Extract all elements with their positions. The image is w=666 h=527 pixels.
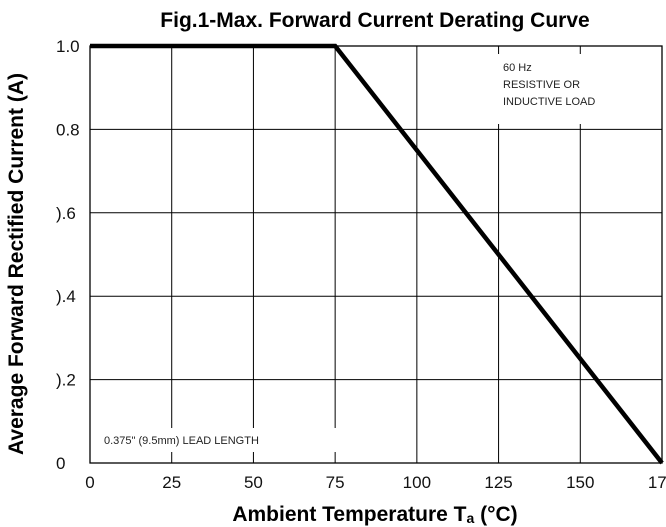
load-note-line-1: 60 Hz [503, 62, 532, 74]
y-tick-label: 0.8 [56, 120, 80, 139]
x-tick-label: 25 [162, 473, 181, 492]
load-note-background [494, 54, 636, 124]
x-tick-label: 75 [326, 473, 345, 492]
x-tick-labels: 0 25 50 75 100 125 150 175 [85, 473, 666, 492]
x-tick-label: 175 [648, 473, 666, 492]
y-tick-label: 0 [56, 454, 65, 473]
derating-curve [90, 43, 664, 465]
y-tick-labels: 0 ).2 ).4 ).6 0.8 1.0 [56, 37, 80, 473]
y-tick-label: 1.0 [56, 37, 80, 56]
chart-title: Fig.1-Max. Forward Current Derating Curv… [160, 9, 589, 32]
y-tick-label: ).4 [56, 287, 76, 306]
y-axis-title: Average Forward Rectified Current (A) [5, 73, 28, 455]
x-axis-title: Ambient Temperature Ta (°C) [232, 503, 517, 526]
x-tick-label: 150 [566, 473, 594, 492]
load-note-line-2: RESISTIVE OR [503, 79, 580, 91]
lead-note-background [96, 428, 336, 452]
plot-frame [89, 45, 663, 464]
x-tick-label: 0 [85, 473, 94, 492]
x-tick-label: 100 [403, 473, 431, 492]
x-tick-label: 125 [484, 473, 512, 492]
x-tick-label: 50 [244, 473, 263, 492]
y-tick-label: ).2 [56, 371, 76, 390]
load-note-line-3: INDUCTIVE LOAD [503, 96, 595, 108]
lead-length-note: 0.375" (9.5mm) LEAD LENGTH [104, 435, 259, 447]
y-tick-label: ).6 [56, 204, 76, 223]
